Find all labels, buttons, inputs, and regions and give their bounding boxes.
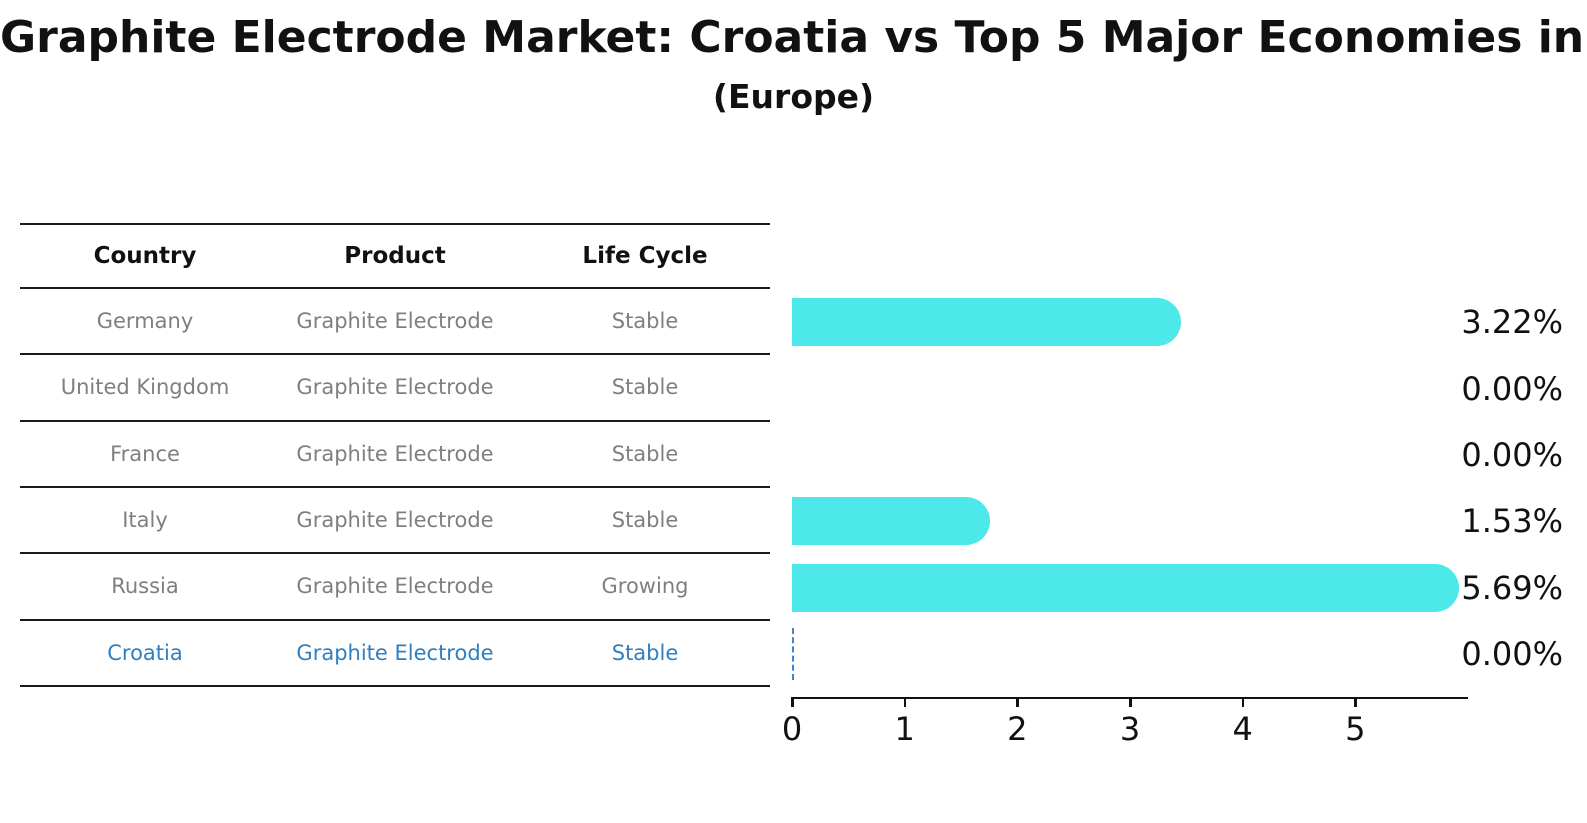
header-cell-product: Product — [344, 243, 446, 269]
x-tick-label: 4 — [1232, 710, 1253, 748]
page-subtitle: (Europe) — [712, 77, 875, 116]
cell-product: Graphite Electrode — [296, 441, 494, 466]
value-label-united-kingdom: 0.00% — [1461, 369, 1563, 408]
cell-life-cycle: Stable — [611, 375, 679, 400]
header-cell-life-cycle: Life Cycle — [582, 243, 708, 269]
value-label-croatia: 0.00% — [1461, 634, 1563, 673]
cell-product: Graphite Electrode — [296, 375, 494, 400]
table-row-united-kingdom: United Kingdom Graphite Electrode Stable — [20, 355, 770, 422]
table-row-russia: Russia Graphite Electrode Growing — [20, 554, 770, 621]
table-row-italy: Italy Graphite Electrode Stable — [20, 488, 770, 555]
bar-russia — [792, 563, 1460, 612]
x-tick-label: 2 — [1007, 710, 1028, 748]
table-row-france: France Graphite Electrode Stable — [20, 422, 770, 488]
cell-life-cycle: Growing — [601, 574, 689, 599]
value-label-italy: 1.53% — [1461, 502, 1563, 541]
cell-life-cycle: Stable — [611, 508, 679, 533]
x-tick — [1016, 697, 1019, 707]
x-tick — [1129, 697, 1132, 707]
table-row-germany: Germany Graphite Electrode Stable — [20, 289, 770, 356]
x-tick — [791, 697, 794, 707]
cell-product: Graphite Electrode — [296, 309, 494, 334]
cell-life-cycle: Stable — [611, 640, 679, 665]
page-title: Graphite Electrode Market: Croatia vs To… — [0, 12, 1587, 63]
bar-italy — [792, 497, 991, 546]
cell-country: Germany — [96, 309, 194, 334]
croatia-zero-marker — [792, 627, 794, 680]
cell-country: United Kingdom — [60, 375, 230, 400]
cell-life-cycle: Stable — [611, 441, 679, 466]
x-tick-label: 5 — [1345, 710, 1366, 748]
cell-product: Graphite Electrode — [296, 640, 494, 665]
x-tick — [1241, 697, 1245, 707]
table-row-croatia: Croatia Graphite Electrode Stable — [20, 621, 770, 687]
header-cell-country: Country — [93, 243, 197, 269]
value-label-germany: 3.22% — [1461, 303, 1563, 342]
value-label-russia: 5.69% — [1461, 568, 1563, 607]
value-label-france: 0.00% — [1461, 435, 1563, 474]
x-tick-label: 0 — [781, 710, 803, 748]
cell-product: Graphite Electrode — [296, 574, 494, 599]
cell-life-cycle: Stable — [611, 309, 679, 334]
cell-country: France — [110, 441, 180, 466]
cell-country: Italy — [122, 508, 168, 533]
table-header-row: Country Product Life Cycle — [20, 223, 770, 289]
cell-product: Graphite Electrode — [296, 508, 494, 533]
x-tick — [903, 697, 907, 707]
bar-germany — [792, 298, 1181, 347]
cell-country: Croatia — [107, 640, 183, 665]
plot-area: 0 1 2 3 4 5 — [782, 223, 1468, 748]
x-tick-label: 1 — [894, 710, 915, 748]
x-tick — [1354, 697, 1357, 707]
market-table: Country Product Life Cycle Germany Graph… — [20, 223, 770, 687]
cell-country: Russia — [111, 574, 179, 599]
x-tick-label: 3 — [1119, 710, 1141, 748]
